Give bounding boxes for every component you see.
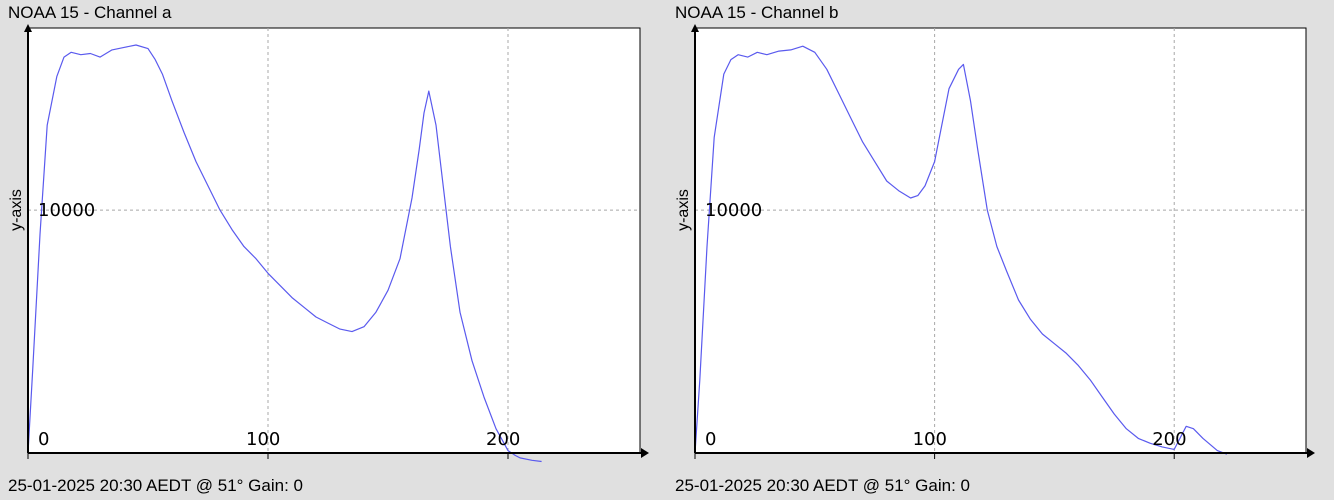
chart-panel-b: NOAA 15 - Channel b y-axis 0 100 200 10000 … [667, 0, 1334, 500]
x-tick-label: 200 [486, 429, 520, 450]
x-tick-label: 0 [38, 429, 49, 450]
y-tick-label: 10000 [705, 200, 762, 221]
x-tick-label: 200 [1152, 429, 1186, 450]
chart-plot-a: 0 100 200 10000 [24, 24, 649, 463]
chart-title: NOAA 15 - Channel b [675, 3, 839, 22]
y-tick-label: 10000 [38, 200, 95, 221]
chart-panel-a: NOAA 15 - Channel a y-axis 0 100 200 10000 … [8, 3, 649, 495]
series-line [694, 45, 1228, 455]
chart-title: NOAA 15 - Channel a [8, 3, 172, 22]
plot-area [694, 27, 1307, 454]
x-tick-label: 100 [246, 429, 280, 450]
chart-plot-b: 0 100 200 10000 [691, 24, 1315, 459]
chart-footer: 25-01-2025 20:30 AEDT @ 51° Gain: 0 [675, 476, 970, 495]
x-axis-arrow [641, 448, 649, 458]
y-axis-arrow [691, 24, 699, 32]
x-tick-label: 0 [705, 429, 716, 450]
plot-area [27, 27, 641, 454]
series-line [27, 44, 542, 463]
y-axis-arrow [24, 24, 32, 32]
x-tick-label: 100 [913, 429, 947, 450]
x-axis-arrow [1307, 448, 1315, 458]
chart-footer: 25-01-2025 20:30 AEDT @ 51° Gain: 0 [8, 476, 303, 495]
